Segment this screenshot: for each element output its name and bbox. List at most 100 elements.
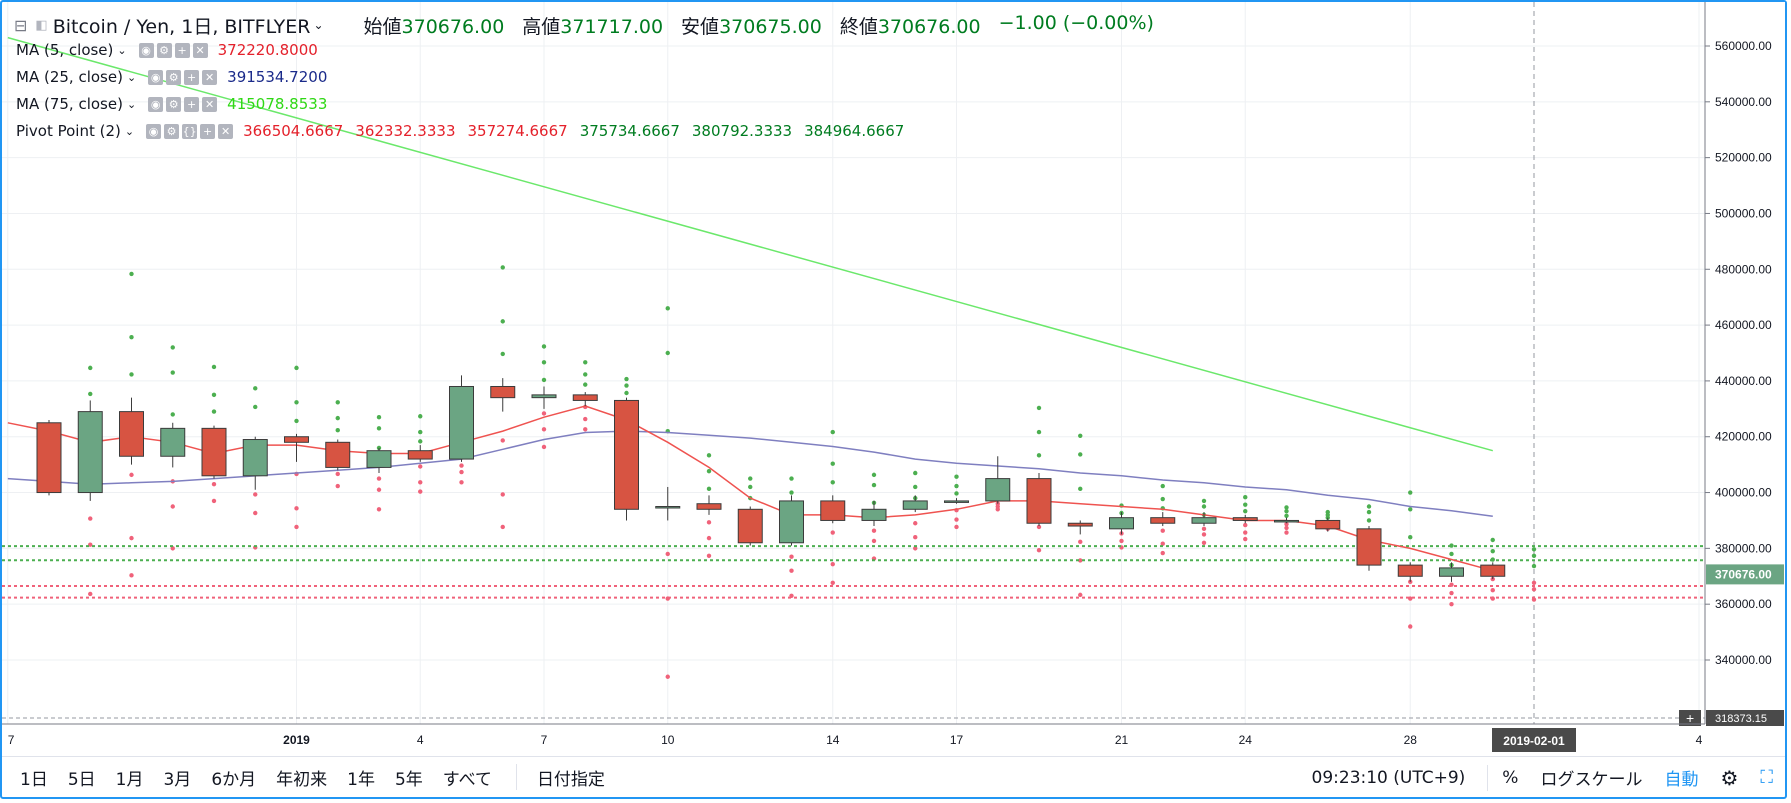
pivot-dot [871, 482, 877, 488]
percent-button[interactable]: % [1502, 767, 1519, 788]
candle-body [284, 436, 309, 443]
pivot-dot [624, 390, 629, 396]
pivot-dot [995, 507, 1000, 512]
symbol-title[interactable]: Bitcoin / Yen, 1日, BITFLYER [52, 15, 311, 38]
remove-icon[interactable]: ✕ [218, 123, 234, 139]
gear-icon[interactable]: ⚙ [1720, 765, 1739, 790]
indicator-row: MA (25, close) ⌄ ◉ ⚙ + ✕ 391534.7200 [16, 64, 339, 90]
pivot-dot [1036, 524, 1042, 530]
chart-grid [2, 2, 1705, 724]
candle-body [119, 411, 144, 457]
indicator-value: 366504.6667 [243, 122, 344, 140]
pivot-dot [583, 360, 588, 365]
time-tick-label: 4 [417, 733, 424, 747]
pivot-dot [1201, 526, 1207, 532]
pivot-dot [294, 400, 299, 405]
candle [1150, 512, 1176, 527]
candle [779, 495, 804, 546]
pivot-dot [1284, 530, 1289, 535]
open-value: 370676.00 [401, 15, 505, 38]
range-button[interactable]: すべて [442, 769, 492, 790]
close-value: 370676.00 [877, 15, 981, 38]
indicator-name[interactable]: MA (25, close) [16, 68, 123, 86]
candle-body [77, 411, 103, 494]
indicator-buttons: ◉ ⚙ + ✕ [148, 96, 218, 112]
settings-icon[interactable]: ⚙ [164, 123, 180, 139]
eye-icon[interactable]: ◉ [138, 42, 154, 58]
range-button[interactable]: 1年 [347, 769, 375, 790]
range-button[interactable]: 6か月 [211, 769, 257, 790]
low-price-label: 318373.15 [1715, 713, 1767, 725]
candle [902, 495, 928, 513]
chevron-down-icon[interactable]: ⌄ [126, 70, 137, 84]
pivot-dot [789, 554, 794, 559]
candle-body [985, 478, 1011, 502]
plus-icon: + [1686, 710, 1694, 726]
eye-icon[interactable]: ◉ [146, 123, 162, 139]
candle [1315, 517, 1341, 532]
pivot-dot [954, 483, 959, 489]
remove-icon[interactable]: ✕ [202, 96, 218, 112]
pivot-dot [913, 546, 918, 551]
indicator-name[interactable]: MA (5, close) [16, 41, 114, 59]
pivot-dot [954, 491, 959, 496]
time-tick-label: 28 [1404, 733, 1418, 747]
more-icon[interactable]: + [184, 69, 200, 85]
range-button[interactable]: 5年 [394, 769, 423, 790]
pivot-dot [1408, 490, 1413, 495]
price-chart[interactable]: 560000.00 540000.00 520000.00 500000.00 4800… [2, 2, 1785, 756]
eye-icon[interactable]: ◉ [148, 96, 164, 112]
pivot-dot [253, 510, 258, 516]
auto-scale-button[interactable]: 自動 [1664, 770, 1699, 790]
pivot-dot [541, 344, 547, 349]
pivot-dot [500, 438, 505, 443]
range-button[interactable]: 1日 [20, 769, 48, 790]
candle [572, 392, 598, 407]
indicator-name[interactable]: MA (75, close) [16, 95, 123, 113]
remove-icon[interactable]: ✕ [202, 69, 218, 85]
chevron-down-icon[interactable]: ⌄ [126, 97, 137, 111]
eye-icon[interactable]: ◉ [148, 69, 164, 85]
remove-icon[interactable]: ✕ [192, 42, 208, 58]
pivot-dot [1449, 590, 1454, 596]
range-button[interactable]: 1月 [115, 769, 144, 790]
fullscreen-icon[interactable]: ⛶ [1760, 767, 1773, 788]
more-icon[interactable]: + [200, 123, 216, 139]
chevron-down-icon[interactable]: ⌄ [117, 43, 127, 57]
time-display[interactable]: 09:23:10 (UTC+9) [1311, 767, 1466, 788]
pivot-dot [1160, 496, 1165, 502]
candle [366, 447, 392, 474]
pivot-dot [706, 486, 712, 492]
pivot-dot [1078, 592, 1083, 598]
candle-body [201, 427, 227, 477]
chevron-down-icon[interactable]: ⌄ [124, 124, 135, 138]
pivot-dot [376, 414, 382, 420]
candle [1480, 562, 1506, 580]
date-select-button[interactable]: 日付指定 [536, 769, 605, 790]
right-tools: 09:23:10 (UTC+9) % ログスケール 自動 ⚙ ⛶ [1312, 757, 1785, 798]
indicator-name[interactable]: Pivot Point (2) [16, 122, 121, 140]
more-icon[interactable]: + [174, 42, 190, 58]
range-button[interactable]: 3月 [163, 769, 192, 790]
chevron-down-icon[interactable]: ⌄ [313, 18, 324, 32]
range-button[interactable]: 5日 [67, 769, 96, 790]
candlestick-series [36, 375, 1506, 582]
settings-icon[interactable]: ⚙ [166, 69, 182, 85]
pivot-dot [170, 370, 175, 375]
range-button[interactable]: 年初来 [276, 769, 328, 790]
candle [1191, 512, 1217, 527]
indicator-value: 375734.6667 [579, 122, 680, 140]
settings-icon[interactable]: ⚙ [156, 42, 172, 58]
symbol-header: ⊟ ◧ Bitcoin / Yen, 1日, BITFLYER ⌄ 始値3706… [14, 10, 1154, 40]
price-tick-label: 420000.00 [1715, 430, 1772, 444]
collapse-icon[interactable]: ⊟ [14, 15, 28, 35]
pivot-dot [1078, 486, 1083, 492]
indicator-value: 384964.6667 [804, 122, 905, 140]
settings-icon[interactable]: ⚙ [166, 96, 182, 112]
more-icon[interactable]: + [184, 96, 200, 112]
source-icon[interactable]: {} [182, 123, 198, 139]
pivot-dot [1284, 505, 1289, 510]
log-scale-button[interactable]: ログスケール [1540, 770, 1643, 790]
pivot-dot [129, 535, 134, 541]
flag-icon[interactable]: ◧ [35, 17, 48, 33]
